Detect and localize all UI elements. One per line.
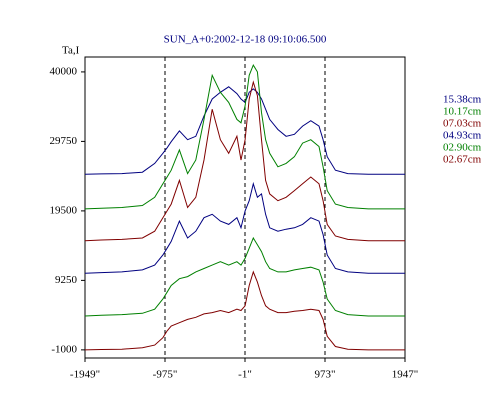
chart-title: SUN_A+0:2002-12-18 09:10:06.500 [164, 34, 327, 46]
y-tick-label: -1000 [51, 343, 77, 355]
legend-label: 02.67cm [443, 154, 482, 166]
legend-label: 15.38cm [443, 94, 482, 106]
series-line [84, 63, 405, 210]
series-line [84, 86, 405, 175]
series-line [84, 181, 405, 274]
series-line [84, 270, 405, 351]
y-axis-label: Ta,I [62, 45, 80, 57]
legend-label: 04.93cm [443, 130, 482, 142]
series-line [84, 80, 405, 242]
x-tick-label: -1" [238, 369, 252, 381]
series-line [84, 236, 405, 317]
legend-label: 02.90cm [443, 142, 482, 154]
x-tick-label: 1947" [392, 369, 419, 381]
y-tick-label: 40000 [50, 65, 78, 77]
legend-label: 07.03cm [443, 118, 482, 130]
y-tick-label: 9250 [55, 274, 78, 286]
y-tick-label: 19500 [50, 204, 78, 216]
x-tick-label: -1949" [70, 369, 100, 381]
x-tick-label: 973" [315, 369, 336, 381]
x-tick-label: -975" [153, 369, 178, 381]
legend-label: 10.17cm [443, 106, 482, 118]
y-tick-label: 29750 [50, 135, 78, 147]
